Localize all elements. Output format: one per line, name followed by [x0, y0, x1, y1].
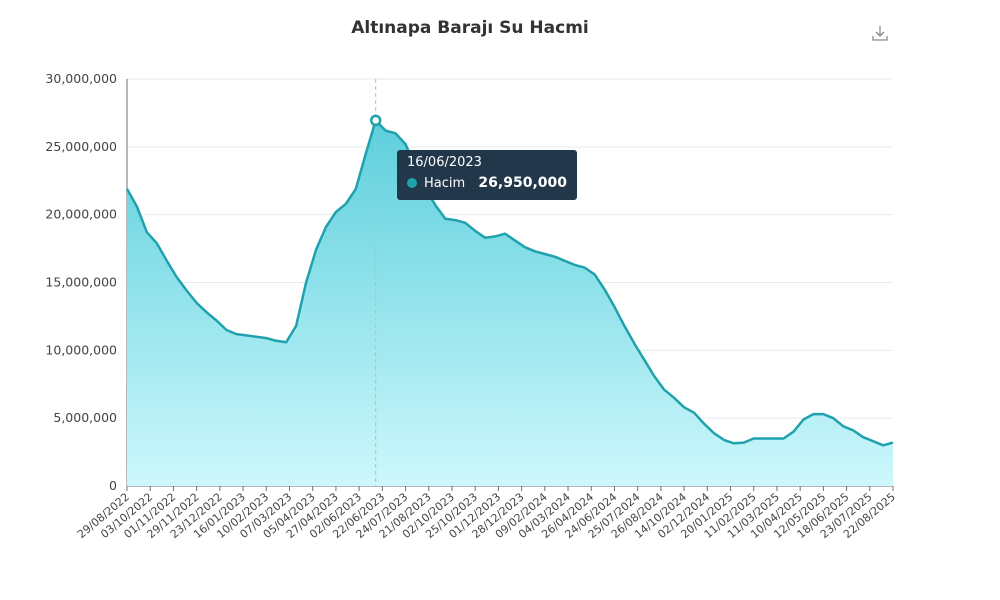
- tooltip-date: 16/06/2023: [407, 155, 482, 170]
- series-marker-icon: [407, 178, 417, 188]
- chart-title: Altınapa Barajı Su Hacmi: [351, 18, 589, 38]
- y-tick-label: 15,000,000: [45, 275, 117, 290]
- tooltip-value: 26,950,000: [478, 175, 567, 191]
- download-icon[interactable]: [870, 23, 890, 43]
- tooltip-series-name: Hacim: [424, 175, 466, 191]
- highlighted-point[interactable]: [369, 114, 382, 127]
- y-tick-label: 0: [109, 478, 117, 493]
- y-tick-label: 30,000,000: [45, 71, 117, 86]
- y-tick-label: 10,000,000: [45, 342, 117, 357]
- y-tick-label: 20,000,000: [45, 207, 117, 222]
- tooltip: 16/06/2023 Hacim 26,950,000: [397, 150, 577, 200]
- y-tick-label: 25,000,000: [45, 139, 117, 154]
- series-line-hacim[interactable]: [125, 119, 894, 447]
- y-tick-label: 5,000,000: [53, 410, 117, 425]
- series-area: [127, 120, 893, 487]
